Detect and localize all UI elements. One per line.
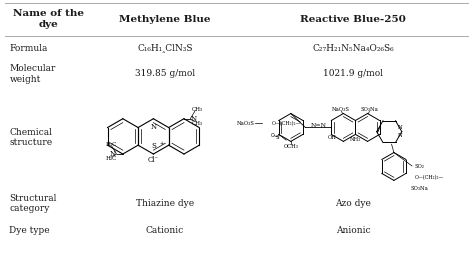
Text: Azo dye: Azo dye [335,199,371,208]
Text: N: N [150,123,156,131]
Text: O—(CH₂)₂—: O—(CH₂)₂— [415,175,444,180]
Text: Formula: Formula [9,44,48,53]
Text: +: + [159,141,163,146]
Text: CH₃: CH₃ [191,107,202,112]
Text: O: O [270,133,274,138]
Text: H₃C: H₃C [106,142,117,147]
Text: SO₃Na: SO₃Na [410,186,428,191]
Text: Chemical
structure: Chemical structure [9,128,53,147]
Text: O—(CH₂)₂—: O—(CH₂)₂— [271,121,301,126]
Text: Cl⁻: Cl⁻ [148,156,159,164]
Text: S: S [275,135,279,140]
Text: C₂₇H₂₁N₅Na₄O₂₆S₆: C₂₇H₂₁N₅Na₄O₂₆S₆ [312,44,394,53]
Text: Molecular
weight: Molecular weight [9,64,56,84]
Text: Name of the
dye: Name of the dye [13,9,84,29]
Text: OH: OH [328,135,337,140]
Text: NaO₃S: NaO₃S [237,121,255,126]
Text: N=N: N=N [310,123,326,128]
Text: S: S [151,142,156,150]
Text: N: N [397,125,402,130]
Text: Reactive Blue-250: Reactive Blue-250 [300,15,406,24]
Text: N: N [110,150,116,158]
Text: Dye type: Dye type [9,225,50,235]
Text: CH₃: CH₃ [191,121,202,126]
Text: Anionic: Anionic [336,225,371,235]
Text: Methylene Blue: Methylene Blue [119,15,211,24]
Text: H₃C: H₃C [106,156,117,161]
Text: Cationic: Cationic [146,225,184,235]
Text: N: N [191,115,197,123]
Text: N: N [397,133,402,138]
Text: Structural
category: Structural category [9,193,57,213]
Text: SO₃Na: SO₃Na [361,107,379,112]
Text: C₁₆H₁‸ClN₃S: C₁₆H₁‸ClN₃S [137,44,193,53]
Text: OCH₃: OCH₃ [283,145,298,149]
Text: NaO₃S: NaO₃S [332,107,350,112]
Text: 1021.9 g/mol: 1021.9 g/mol [323,69,383,79]
Text: 319.85 g/mol: 319.85 g/mol [135,69,195,79]
Text: Thiazine dye: Thiazine dye [136,199,194,208]
Text: NH₂: NH₂ [350,138,361,142]
Text: SO₂: SO₂ [415,164,425,169]
